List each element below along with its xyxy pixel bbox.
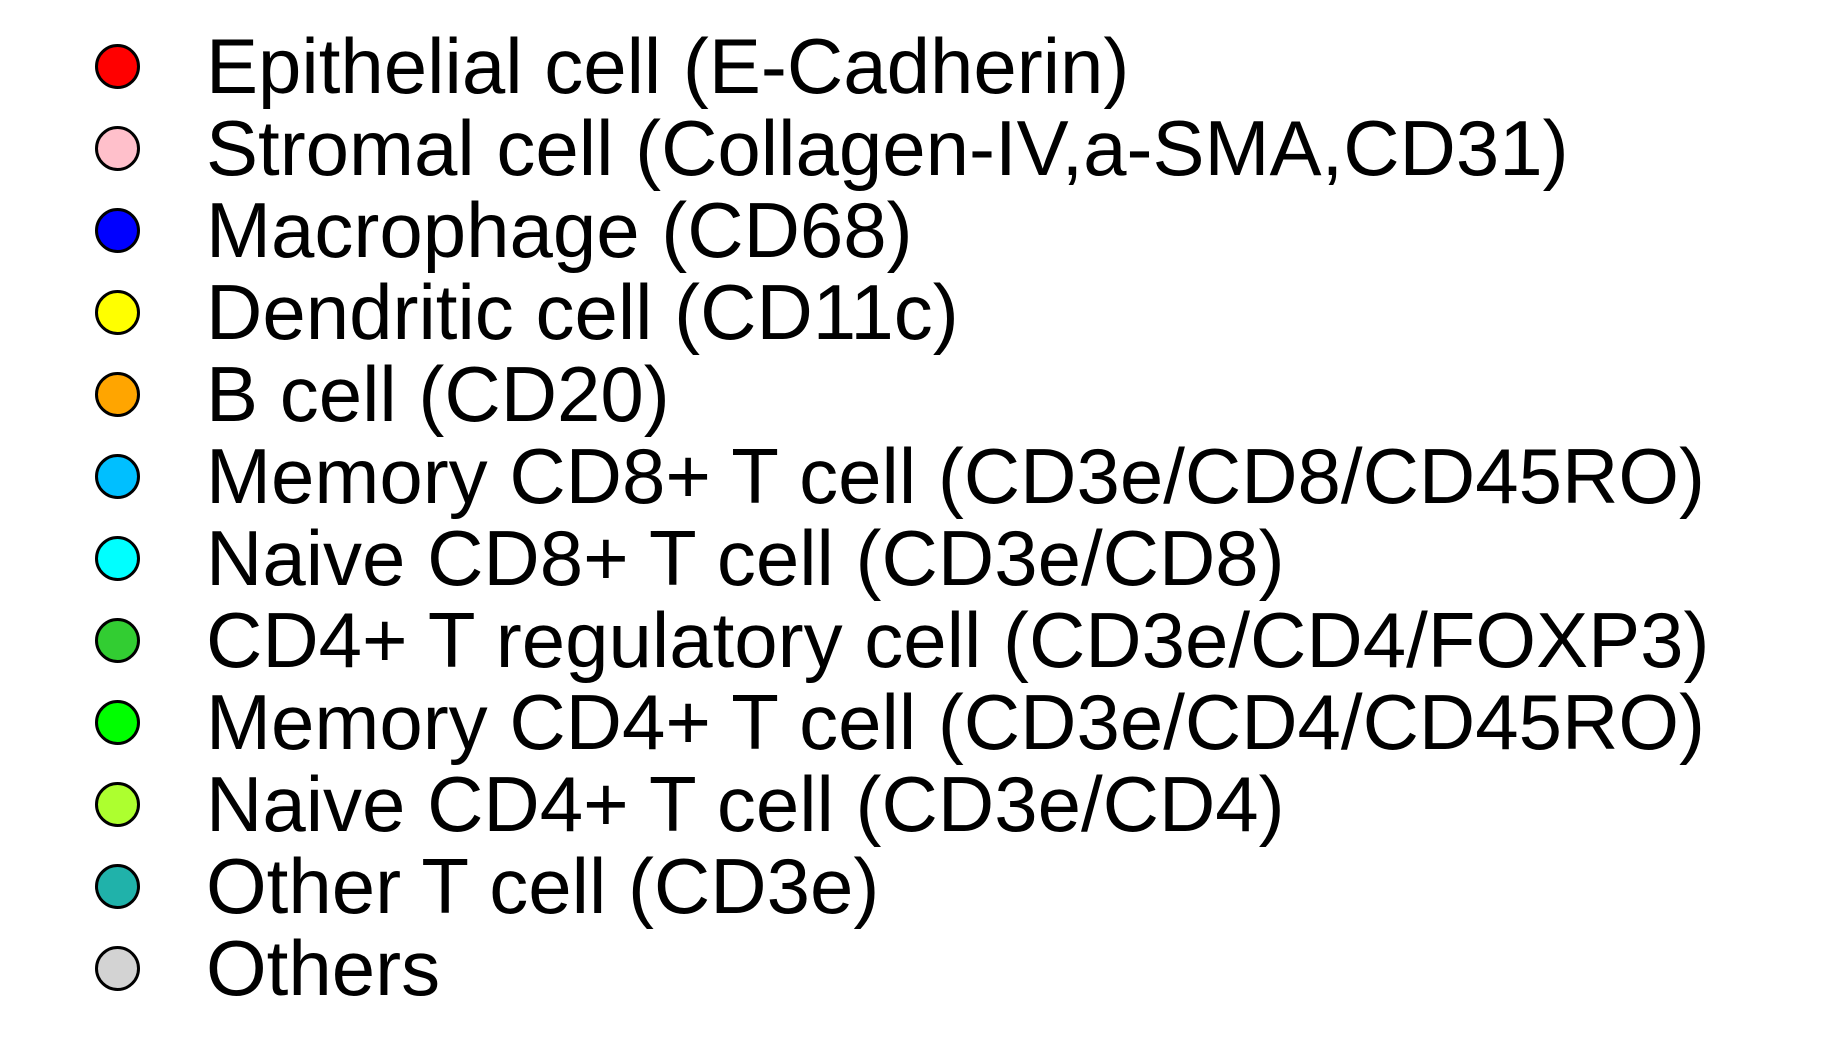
legend-item-dendritic-cell: Dendritic cell (CD11c) (95, 271, 959, 353)
legend-item-naive-cd8-t-cell: Naive CD8+ T cell (CD3e/CD8) (95, 517, 1285, 599)
legend-item-others: Others (95, 927, 440, 1009)
memory-cd4-t-cell-swatch-icon (95, 699, 140, 745)
legend-label: Memory CD8+ T cell (CD3e/CD8/CD45RO) (206, 432, 1705, 520)
others-swatch-icon (95, 945, 140, 991)
epithelial-cell-swatch-icon (95, 43, 140, 89)
legend-item-memory-cd8-t-cell: Memory CD8+ T cell (CD3e/CD8/CD45RO) (95, 435, 1705, 517)
legend-label: Dendritic cell (CD11c) (206, 268, 959, 356)
other-t-cell-swatch-icon (95, 863, 140, 909)
legend-item-epithelial-cell: Epithelial cell (E-Cadherin) (95, 25, 1129, 107)
legend-label: Stromal cell (Collagen-IV,a-SMA,CD31) (206, 104, 1569, 192)
legend-item-cd4-t-regulatory-cell: CD4+ T regulatory cell (CD3e/CD4/FOXP3) (95, 599, 1709, 681)
legend-label: Epithelial cell (E-Cadherin) (206, 22, 1130, 110)
legend-item-b-cell: B cell (CD20) (95, 353, 670, 435)
legend-label: Naive CD8+ T cell (CD3e/CD8) (206, 514, 1285, 602)
legend-label: Macrophage (CD68) (206, 186, 913, 274)
legend-label: CD4+ T regulatory cell (CD3e/CD4/FOXP3) (206, 596, 1710, 684)
legend-item-naive-cd4-t-cell: Naive CD4+ T cell (CD3e/CD4) (95, 763, 1285, 845)
legend-item-other-t-cell: Other T cell (CD3e) (95, 845, 879, 927)
legend-label: B cell (CD20) (206, 350, 670, 438)
macrophage-swatch-icon (95, 207, 140, 253)
legend-label: Other T cell (CD3e) (206, 842, 880, 930)
legend-item-macrophage: Macrophage (CD68) (95, 189, 913, 271)
b-cell-swatch-icon (95, 371, 140, 417)
dendritic-cell-swatch-icon (95, 289, 140, 335)
naive-cd8-t-cell-swatch-icon (95, 535, 140, 581)
legend-label: Memory CD4+ T cell (CD3e/CD4/CD45RO) (206, 678, 1705, 766)
legend-item-memory-cd4-t-cell: Memory CD4+ T cell (CD3e/CD4/CD45RO) (95, 681, 1705, 763)
naive-cd4-t-cell-swatch-icon (95, 781, 140, 827)
legend-item-stromal-cell: Stromal cell (Collagen-IV,a-SMA,CD31) (95, 107, 1569, 189)
stromal-cell-swatch-icon (95, 125, 140, 171)
legend-label: Others (206, 924, 441, 1012)
cell-type-legend: Epithelial cell (E-Cadherin) Stromal cel… (95, 25, 1815, 1025)
memory-cd8-t-cell-swatch-icon (95, 453, 140, 499)
legend-label: Naive CD4+ T cell (CD3e/CD4) (206, 760, 1285, 848)
cd4-t-regulatory-cell-swatch-icon (95, 617, 140, 663)
